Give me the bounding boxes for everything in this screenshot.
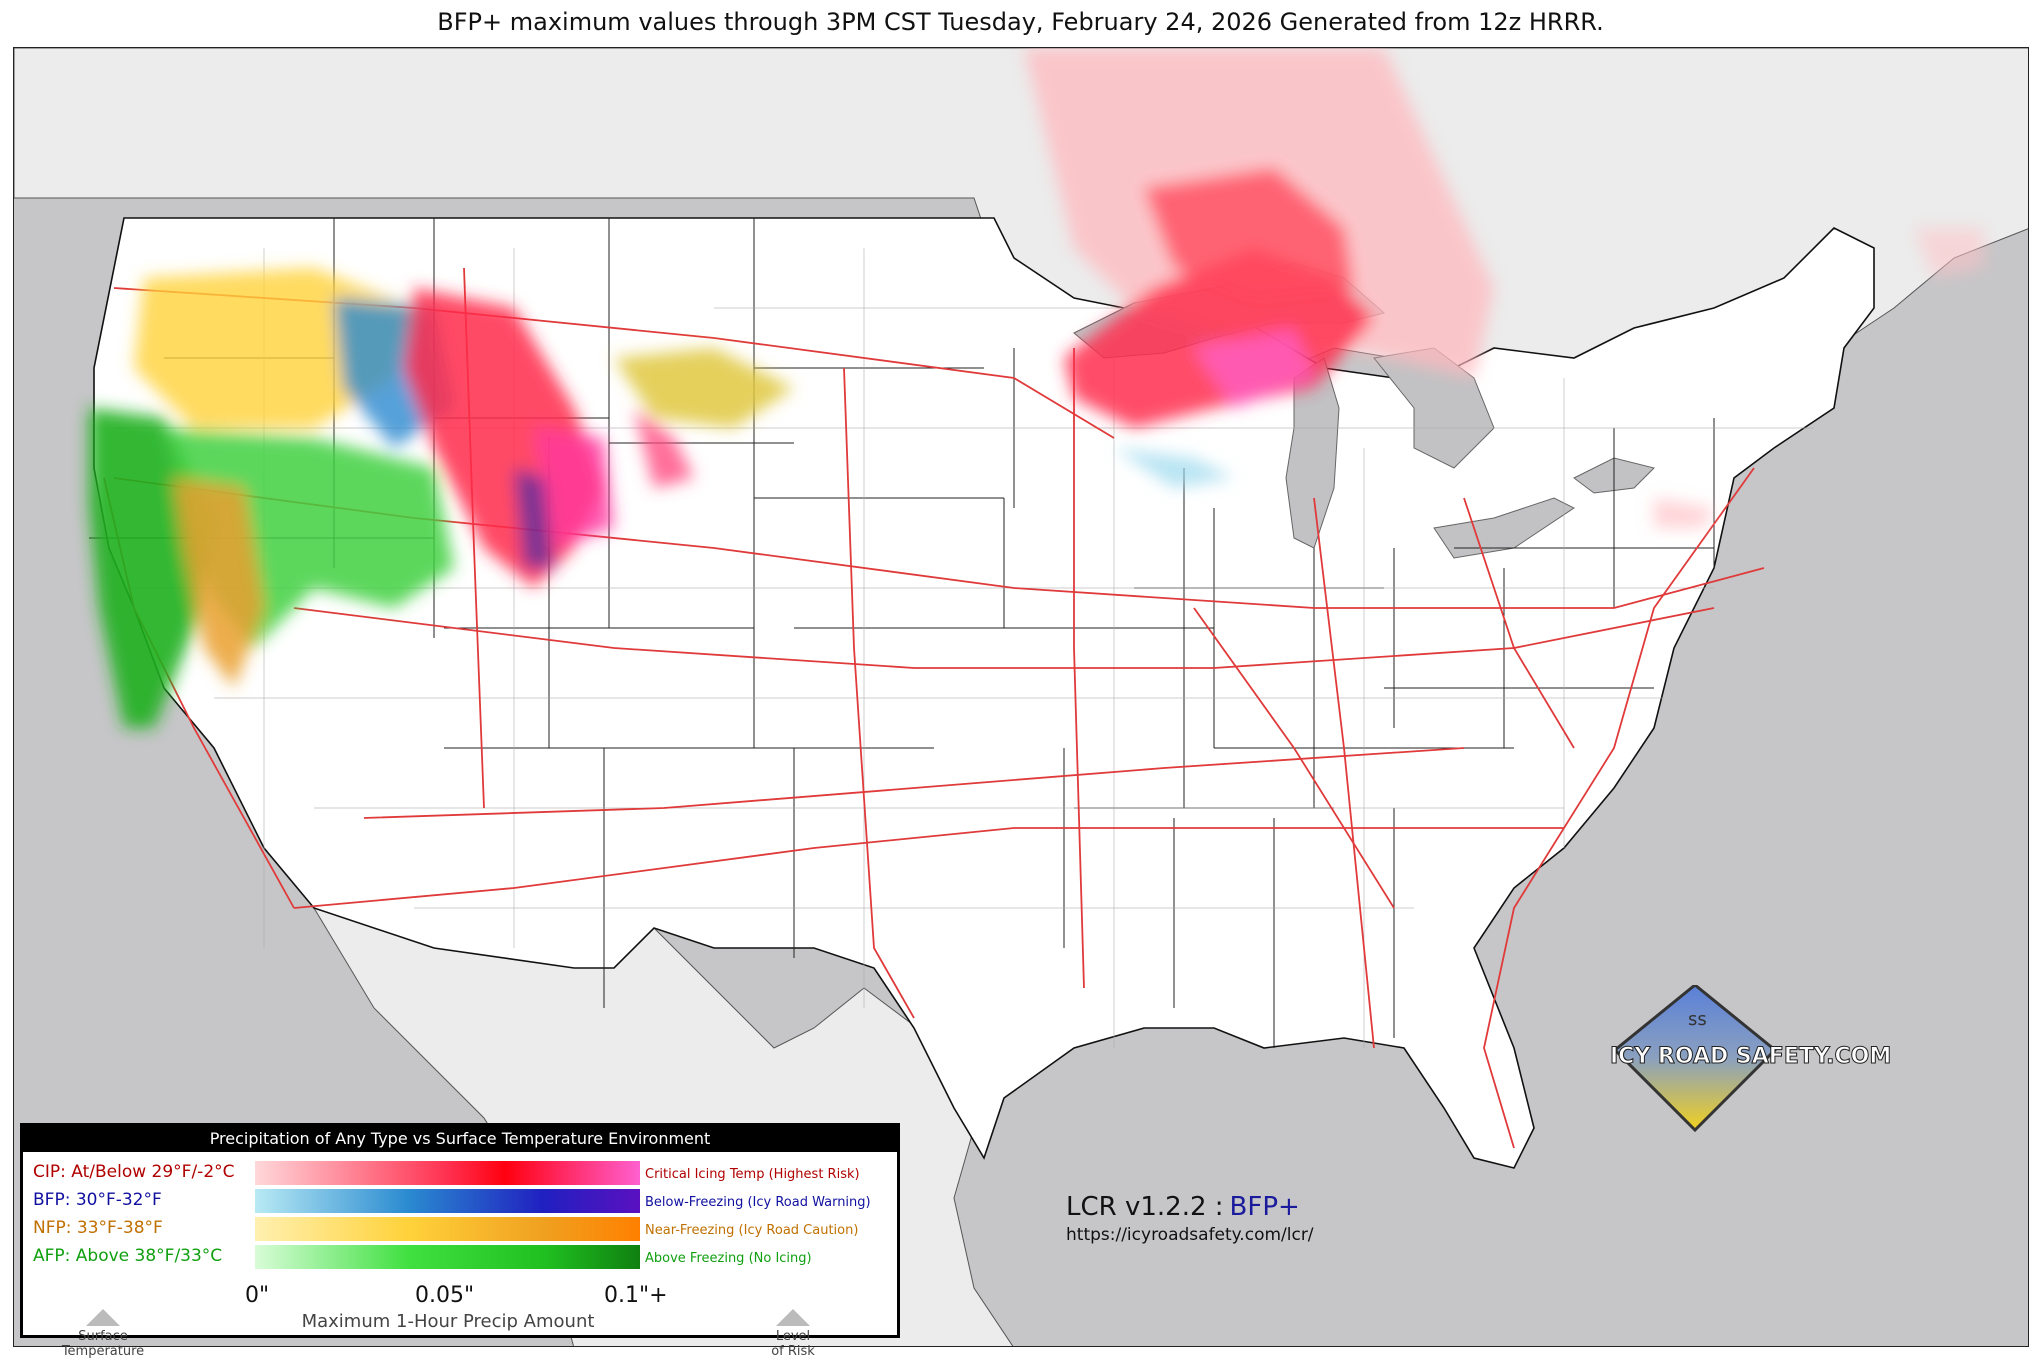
product-name: BFP+: [1229, 1192, 1300, 1222]
legend-axis-label: Maximum 1-Hour Precip Amount: [301, 1311, 595, 1332]
legend-tick-005: 0.05": [415, 1283, 475, 1308]
legend-tick-0: 0": [245, 1283, 270, 1308]
legend-tick-01: 0.1"+: [604, 1283, 668, 1308]
legend-right-caption-2: of Risk: [771, 1344, 815, 1359]
up-arrow-icon: [776, 1309, 810, 1326]
legend-desc-nfp: Near-Freezing (Icy Road Caution): [645, 1223, 859, 1238]
weather-map: [14, 48, 2028, 1346]
legend-left-caption: Surface Temperature: [53, 1309, 153, 1359]
legend-desc-bfp: Below-Freezing (Icy Road Warning): [645, 1195, 871, 1210]
legend-left-caption-2: Temperature: [61, 1344, 145, 1359]
version-url[interactable]: https://icyroadsafety.com/lcr/: [1066, 1225, 1314, 1245]
legend-desc-cip: Critical Icing Temp (Highest Risk): [645, 1167, 860, 1182]
legend-label-afp: AFP: Above 38°F/33°C: [33, 1246, 223, 1266]
logo-text: ICY ROAD SAFETY.COM: [1610, 1044, 1891, 1069]
legend-label-nfp: NFP: 33°F-38°F: [33, 1218, 163, 1238]
legend-right-caption: Level of Risk: [743, 1309, 843, 1359]
up-arrow-icon: [86, 1309, 120, 1326]
legend-right-caption-1: Level: [775, 1329, 811, 1344]
legend-desc-afp: Above Freezing (No Icing): [645, 1251, 812, 1266]
svg-text:ss: ss: [1688, 1009, 1707, 1030]
version-text: LCR v1.2.2 :: [1066, 1192, 1224, 1222]
map-frame: [13, 47, 2029, 1347]
legend-label-bfp: BFP: 30°F-32°F: [33, 1190, 162, 1210]
legend-header: Precipitation of Any Type vs Surface Tem…: [23, 1126, 897, 1152]
legend-bar-bfp: [255, 1189, 640, 1213]
legend-panel: Precipitation of Any Type vs Surface Tem…: [20, 1123, 900, 1359]
legend-bar-afp: [255, 1245, 640, 1269]
map-title: BFP+ maximum values through 3PM CST Tues…: [437, 8, 1604, 36]
version-label: LCR v1.2.2 : BFP+: [1066, 1192, 1300, 1222]
legend-bar-nfp: [255, 1217, 640, 1241]
legend-label-cip: CIP: At/Below 29°F/-2°C: [33, 1162, 235, 1182]
icy-road-safety-logo: ss ICY ROAD SAFETY.COM: [1610, 985, 1892, 1133]
precip-overlay: [89, 48, 1984, 728]
legend-left-caption-1: Surface: [78, 1329, 128, 1344]
legend-bar-cip: [255, 1161, 640, 1185]
